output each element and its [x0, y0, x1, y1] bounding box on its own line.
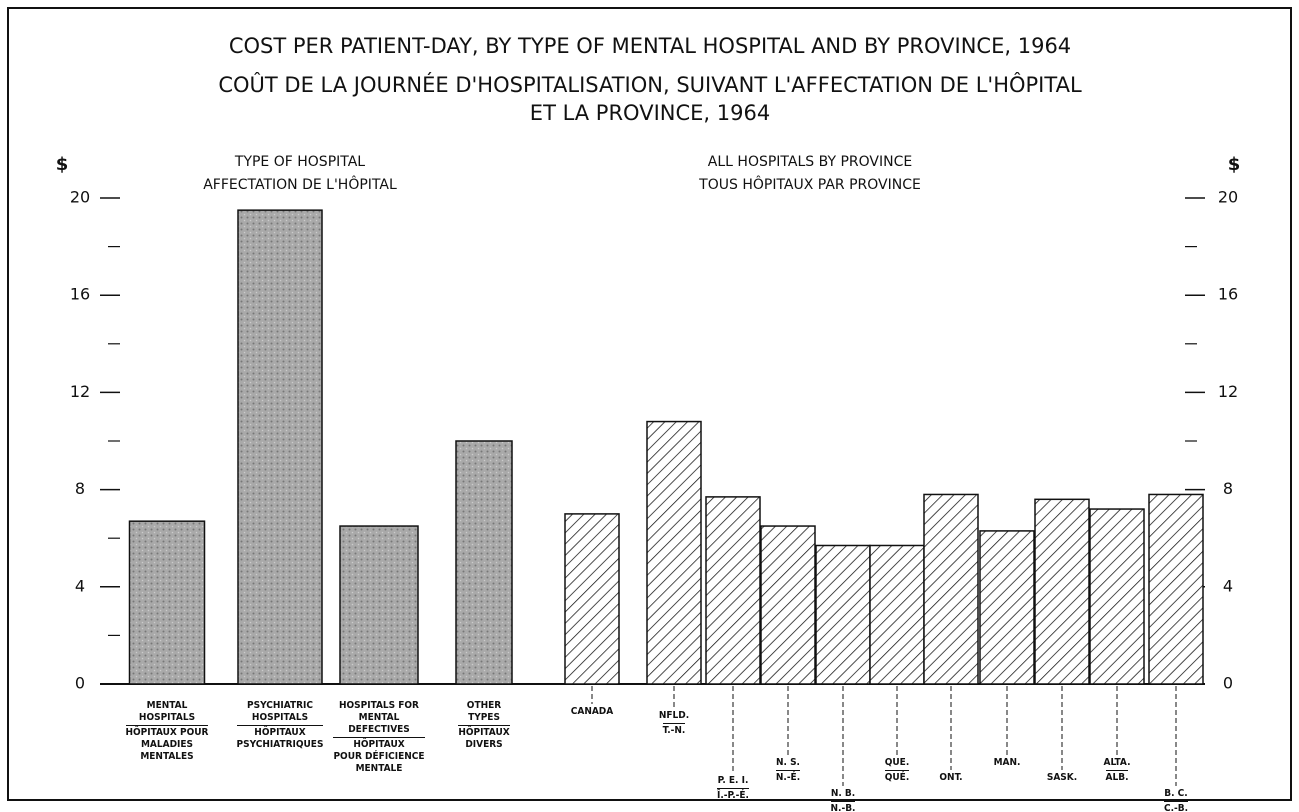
category-label-en: NFLD.	[658, 710, 690, 721]
y-tick-label: 20	[1218, 188, 1238, 207]
category-label-en: HOSPITALS FOR MENTAL DEFECTIVES	[339, 700, 419, 735]
category-label-fr-wrap: T.-N.	[614, 722, 734, 737]
category-label: ONT.	[891, 772, 1011, 784]
category-label: HOSPITALS FOR MENTAL DEFECTIVES HÔPITAUX …	[319, 700, 439, 775]
bar	[237, 209, 323, 685]
y-tick-label: 16	[1218, 285, 1238, 304]
category-label-en: MAN.	[993, 757, 1021, 768]
category-label-fr-wrap: C.-B.	[1116, 800, 1236, 812]
y-tick-label: 12	[1218, 382, 1238, 401]
category-label: MENTAL HOSPITALS HÔPITAUX POUR MALADIES M…	[107, 700, 227, 763]
category-label-fr: T.-N.	[662, 723, 686, 736]
bar	[815, 544, 871, 685]
subtitle: TOUS HÔPITAUX PAR PROVINCE	[698, 175, 921, 193]
y-tick-label: 0	[1223, 674, 1233, 693]
y-tick-label: 8	[1223, 479, 1233, 498]
category-label-fr-wrap: HÔPITAUX POUR MALADIES MENTALES	[107, 724, 227, 763]
bar	[979, 530, 1035, 685]
y-axis-label: $	[1228, 154, 1241, 175]
bar	[1089, 508, 1145, 685]
bar	[869, 544, 925, 685]
bar	[646, 420, 702, 685]
y-tick-label: 8	[75, 479, 85, 498]
y-tick-label: 0	[75, 674, 85, 693]
category-label: MAN.	[947, 757, 1067, 769]
category-label-fr: HÔPITAUX PSYCHIATRIQUES	[236, 725, 324, 750]
bar	[455, 440, 513, 685]
category-label-fr-wrap: N.-B.	[783, 800, 903, 812]
frame	[7, 7, 1292, 801]
category-label-fr-wrap: QUÉ.	[837, 769, 957, 784]
y-tick-label: 4	[75, 576, 85, 595]
category-label-en: OTHER TYPES	[466, 700, 502, 723]
bar	[760, 525, 816, 685]
category-label: ALTA. ALB.	[1057, 757, 1177, 784]
category-label: NFLD. T.-N.	[614, 710, 734, 737]
category-label: OTHER TYPES HÔPITAUX DIVERS	[424, 700, 544, 751]
y-axis-label: $	[56, 154, 69, 175]
category-label: QUE. QUÉ.	[837, 757, 957, 784]
title: ET LA PROVINCE, 1964	[530, 101, 770, 125]
bar	[1148, 493, 1204, 685]
category-label-fr: N.-B.	[830, 801, 856, 812]
category-label-en: MENTAL HOSPITALS	[138, 700, 196, 723]
category-label-en: N. S.	[776, 757, 800, 768]
bar	[705, 496, 761, 685]
y-tick-label: 20	[70, 188, 90, 207]
subtitle: AFFECTATION DE L'HÔPITAL	[203, 175, 397, 193]
category-label-fr: HÔPITAUX DIVERS	[458, 725, 510, 750]
category-label-en: ALTA.	[1103, 757, 1131, 768]
category-label-fr-wrap: N.-É.	[728, 769, 848, 784]
category-label-en: QUE.	[884, 757, 910, 768]
category-label-en: B. C.	[1164, 788, 1188, 799]
category-label: SASK.	[1002, 772, 1122, 784]
title: COST PER PATIENT-DAY, BY TYPE OF MENTAL …	[229, 34, 1071, 58]
title: COÛT DE LA JOURNÉE D'HOSPITALISATION, SU…	[218, 72, 1082, 97]
category-label: B. C. C.-B.	[1116, 788, 1236, 812]
y-tick-label: 16	[70, 285, 90, 304]
y-tick-label: 4	[1223, 576, 1233, 595]
subtitle: TYPE OF HOSPITAL	[234, 154, 365, 170]
category-label-en: CANADA	[570, 706, 614, 717]
category-label-fr: HÔPITAUX POUR DÉFICIENCE MENTALE	[333, 737, 425, 774]
category-label-en: PSYCHIATRIC HOSPITALS	[247, 700, 313, 723]
category-label-fr: QUÉ.	[884, 770, 910, 783]
category-label-fr: N.-É.	[775, 770, 801, 783]
category-label-fr: C.-B.	[1163, 801, 1189, 812]
category-label: PSYCHIATRIC HOSPITALS HÔPITAUX PSYCHIATRI…	[220, 700, 340, 751]
bar	[339, 525, 419, 685]
category-label-fr-wrap: HÔPITAUX DIVERS	[424, 724, 544, 751]
category-label: P. E. I. Î.-P.-É.	[673, 775, 793, 802]
category-label-en: N. B.	[830, 788, 856, 799]
category-label-fr: ALB.	[1105, 770, 1129, 783]
category-label-fr: Î.-P.-É.	[717, 788, 749, 801]
category-label-fr-wrap: HÔPITAUX PSYCHIATRIQUES	[220, 724, 340, 751]
category-label: N. B. N.-B.	[783, 788, 903, 812]
category-label: CANADA	[532, 706, 652, 718]
category-label-fr-wrap: ALB.	[1057, 769, 1177, 784]
bar	[923, 493, 979, 685]
category-label-en: SASK.	[1046, 772, 1078, 783]
category-label-fr: HÔPITAUX POUR MALADIES MENTALES	[125, 725, 209, 762]
y-tick-label: 12	[70, 382, 90, 401]
category-label-fr-wrap: Î.-P.-É.	[673, 787, 793, 802]
bar	[564, 513, 620, 685]
category-label: N. S. N.-É.	[728, 757, 848, 784]
bar	[128, 520, 206, 685]
category-label-en: ONT.	[939, 772, 963, 783]
category-label-en: P. E. I.	[717, 775, 749, 786]
bar	[1034, 498, 1090, 685]
subtitle: ALL HOSPITALS BY PROVINCE	[708, 154, 912, 170]
category-label-fr-wrap: HÔPITAUX POUR DÉFICIENCE MENTALE	[319, 736, 439, 775]
